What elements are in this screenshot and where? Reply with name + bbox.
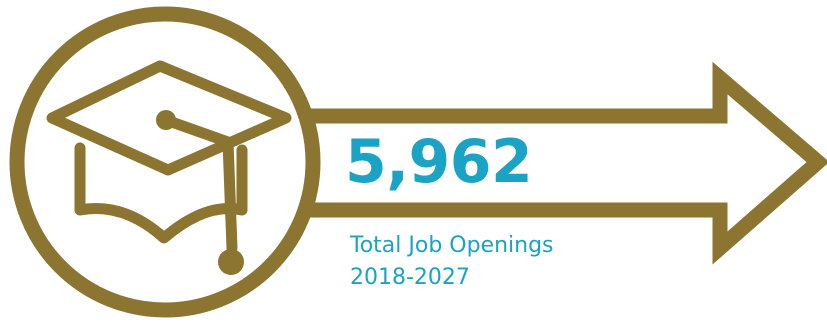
label-line-1: Total Job Openings	[350, 233, 554, 258]
total-job-openings-label: Total Job Openings 2018-2027	[350, 230, 554, 294]
icon-circle	[9, 6, 321, 318]
label-line-2: 2018-2027	[350, 265, 470, 290]
tassel-end	[218, 249, 244, 275]
arrow-right-icon	[300, 61, 827, 265]
total-job-openings-value: 5,962	[345, 127, 533, 197]
tassel-button	[156, 110, 176, 130]
graduation-cap-icon	[46, 60, 292, 254]
